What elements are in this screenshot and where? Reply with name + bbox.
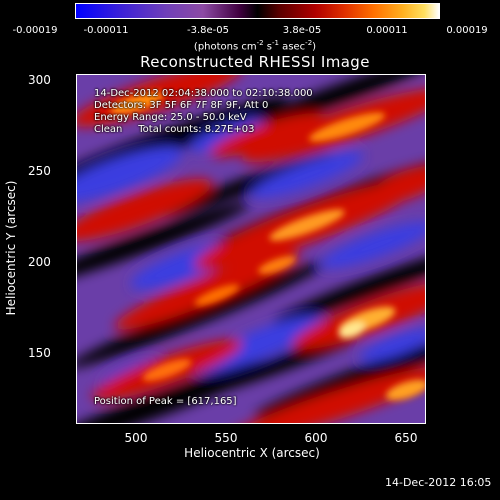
energy-range-text: Energy Range: 25.0 - 50.0 keV <box>94 112 247 123</box>
y-tick-label: 250 <box>28 164 51 178</box>
x-tick-label: 600 <box>304 431 328 445</box>
negative-lobe <box>320 221 425 269</box>
emission-core <box>269 209 345 241</box>
dark-band <box>273 246 425 324</box>
clean-counts-text: Clean Total counts: 8.27E+03 <box>94 124 255 135</box>
dark-band <box>182 329 372 401</box>
y-tick-label: 200 <box>28 255 51 269</box>
negative-lobe <box>77 146 184 204</box>
dark-band <box>224 75 425 138</box>
x-tick-label: 500 <box>124 431 148 445</box>
x-tick-label: 550 <box>214 431 238 445</box>
emission-core <box>258 256 296 274</box>
colorbar <box>75 3 440 19</box>
emission-core <box>110 91 164 115</box>
colorbar-gradient <box>76 4 439 18</box>
emission-core <box>142 358 192 382</box>
emission-core <box>308 112 386 142</box>
emission-band <box>369 166 425 204</box>
emission-band <box>222 365 425 423</box>
dark-band <box>254 332 425 418</box>
negative-lobe <box>359 328 425 362</box>
footer-date: 14-Dec-2012 16:05 <box>385 476 492 489</box>
negative-lobe <box>191 315 323 375</box>
colorbar-tick-label: -3.8e-05 <box>187 25 229 36</box>
colorbar-tick-label: -0.00019 <box>12 25 58 36</box>
x-axis-label: Heliocentric X (arcsec) <box>184 446 320 460</box>
time-range-text: 14-Dec-2012 02:04:38.000 to 02:10:38.000 <box>94 88 313 99</box>
rhessi-image-canvas <box>77 75 425 423</box>
emission-core <box>385 379 425 401</box>
rhessi-image <box>76 74 426 424</box>
negative-lobe <box>250 151 364 199</box>
colorbar-unit-label: (photons cm-2 s-1 asec-2) <box>193 39 317 53</box>
negative-lobe <box>189 118 265 152</box>
emission-core <box>194 284 240 306</box>
peak-position-text: Position of Peak = [617,165] <box>94 396 237 407</box>
emission-band <box>77 178 213 242</box>
y-tick-label: 300 <box>28 73 51 87</box>
image-title: Reconstructed RHESSI Image <box>140 53 370 71</box>
emission-core <box>338 321 366 339</box>
x-tick-label: 650 <box>394 431 418 445</box>
colorbar-tick-label: 3.8e-05 <box>282 25 322 36</box>
emission-band <box>209 113 325 157</box>
y-tick-label: 150 <box>28 346 51 360</box>
emission-band <box>114 250 300 330</box>
colorbar-tick-label: -0.00011 <box>83 25 129 36</box>
dark-band <box>77 261 327 369</box>
dark-band <box>77 202 250 288</box>
colorbar-tick-label: 0.00011 <box>366 25 408 36</box>
y-axis-label: Heliocentric Y (arcsec) <box>4 180 18 316</box>
detectors-text: Detectors: 3F 5F 6F 7F 8F 9F, Att 0 <box>94 100 269 111</box>
colorbar-tick-label: 0.00019 <box>446 25 488 36</box>
